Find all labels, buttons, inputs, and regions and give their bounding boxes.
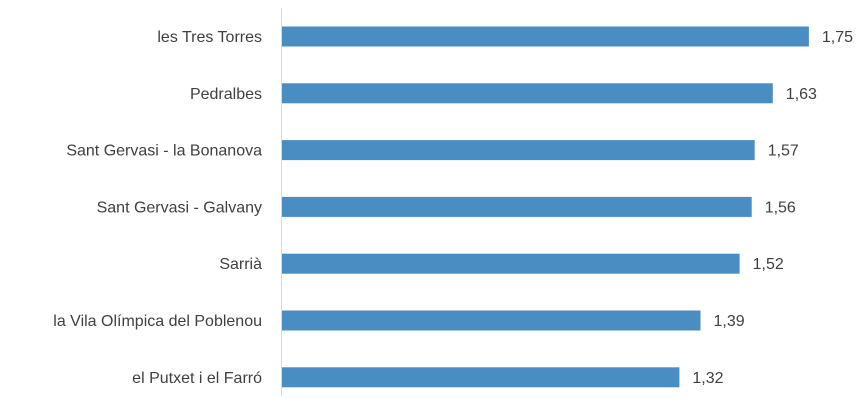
bar: [282, 310, 701, 331]
value-label: 1,52: [753, 256, 784, 273]
category-label: les Tres Torres: [157, 29, 262, 46]
value-label: 1,57: [768, 143, 799, 160]
category-label: la Vila Olímpica del Poblenou: [53, 313, 262, 330]
value-label: 1,63: [786, 86, 817, 103]
bar: [282, 140, 755, 161]
category-label: Pedralbes: [190, 86, 262, 103]
category-label: Sarrià: [219, 256, 262, 273]
bar: [282, 83, 773, 104]
category-label: Sant Gervasi - Galvany: [97, 199, 262, 216]
category-label: el Putxet i el Farró: [132, 370, 262, 387]
bar: [282, 26, 809, 47]
bar: [282, 196, 752, 217]
bar: [282, 367, 680, 388]
value-label: 1,75: [822, 29, 853, 46]
category-label: Sant Gervasi - la Bonanova: [66, 143, 262, 160]
bars-layer: les Tres Torres 1,75 Pedralbes 1,63 Sant Ger…: [53, 26, 853, 388]
value-label: 1,56: [765, 199, 796, 216]
value-label: 1,32: [692, 370, 723, 387]
bar: [282, 253, 740, 274]
value-label: 1,39: [714, 313, 745, 330]
